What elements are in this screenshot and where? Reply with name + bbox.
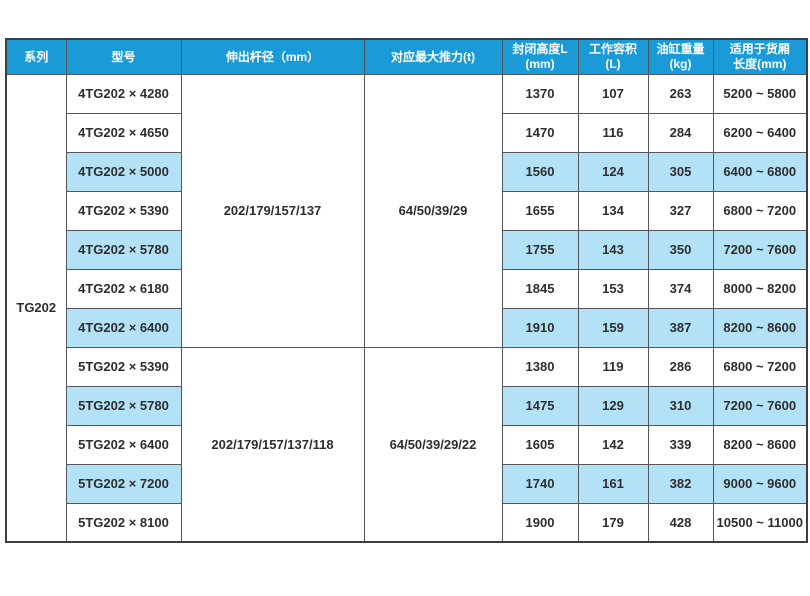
cylinder-weight-cell: 284 (647, 112, 714, 153)
column-header-rod-diameter: 伸出杆径（mm） (180, 38, 365, 75)
cylinder-weight-cell: 428 (647, 502, 714, 543)
closed-height-cell: 1740 (501, 463, 579, 504)
cylinder-weight-cell: 263 (647, 73, 714, 114)
column-header-label: (mm) (525, 56, 555, 71)
column-header-label: 油缸重量(kg) (656, 42, 705, 71)
column-header-cylinder-weight: 油缸重量(kg) (647, 38, 714, 75)
model-cell: 4TG202 × 5390 (65, 190, 182, 231)
model-cell: 4TG202 × 6400 (65, 307, 182, 348)
closed-height-cell: 1605 (501, 424, 579, 465)
column-header-cargo-length: 适用于货厢 长度(mm) (712, 38, 808, 75)
table-row: 5TG202 × 6400 1605 142 339 8200 ~ 8600 (6, 424, 808, 465)
column-header-label: 适用于货厢 (729, 42, 790, 57)
closed-height-cell: 1380 (501, 346, 579, 387)
model-cell: 5TG202 × 7200 (65, 463, 182, 504)
cargo-length-cell: 8200 ~ 8600 (712, 307, 808, 348)
model-cell: 5TG202 × 8100 (65, 502, 182, 543)
cargo-length-cell: 8000 ~ 8200 (712, 268, 808, 309)
cylinder-weight-cell: 374 (647, 268, 714, 309)
model-cell: 4TG202 × 5780 (65, 229, 182, 270)
cylinder-weight-cell: 327 (647, 190, 714, 231)
working-volume-cell: 159 (577, 307, 649, 348)
working-volume-cell: 142 (577, 424, 649, 465)
closed-height-cell: 1910 (501, 307, 579, 348)
table-row: 4TG202 × 6400 1910 159 387 8200 ~ 8600 (6, 307, 808, 348)
cylinder-weight-cell: 310 (647, 385, 714, 426)
rod-diameter-cell: 202/179/157/137/118 (180, 346, 365, 543)
table-body: TG202 4TG202 × 4280 202/179/157/137 64/50/3… (5, 73, 808, 543)
column-header-max-thrust: 对应最大推力(t) (363, 38, 503, 75)
cargo-length-cell: 7200 ~ 7600 (712, 229, 808, 270)
table-row: TG202 4TG202 × 4280 202/179/157/137 64/50/3… (5, 73, 808, 543)
cargo-length-cell: 6800 ~ 7200 (712, 190, 808, 231)
table-row: 4TG202 × 5000 1560 124 305 6400 ~ 6800 (6, 151, 808, 192)
cylinder-weight-cell: 382 (647, 463, 714, 504)
max-thrust-cell: 64/50/39/29/22 (363, 346, 503, 543)
closed-height-cell: 1370 (501, 73, 579, 114)
column-header-label: 封闭高度L (512, 42, 568, 57)
working-volume-cell: 179 (577, 502, 649, 543)
table-row: 4TG202 × 5780 1755 143 350 7200 ~ 7600 (6, 229, 808, 270)
model-cell: 5TG202 × 5390 (65, 346, 182, 387)
cargo-length-cell: 6800 ~ 7200 (712, 346, 808, 387)
column-header-series: 系列 (5, 38, 67, 75)
model-cell: 4TG202 × 4280 (65, 73, 182, 114)
table-row: 4TG202 × 6180 1845 153 374 8000 ~ 8200 (6, 268, 808, 309)
closed-height-cell: 1655 (501, 190, 579, 231)
closed-height-cell: 1560 (501, 151, 579, 192)
working-volume-cell: 161 (577, 463, 649, 504)
table-row: 4TG202 × 4650 1470 116 284 6200 ~ 6400 (6, 112, 808, 153)
series-cell: TG202 (5, 73, 67, 543)
column-header-label: 长度(mm) (733, 56, 787, 71)
column-header-label: 工作容积 (L) (588, 42, 637, 71)
model-cell: 4TG202 × 4650 (65, 112, 182, 153)
max-thrust-cell: 64/50/39/29 (363, 73, 503, 348)
cargo-length-cell: 7200 ~ 7600 (712, 385, 808, 426)
cylinder-weight-cell: 305 (647, 151, 714, 192)
header-row: 系列 型号 伸出杆径（mm） 对应最大推力(t) 封闭高度L (mm) 工作容积 (L) 油缸… (5, 38, 808, 75)
column-header-closed-height: 封闭高度L (mm) (501, 38, 579, 75)
table-row: 5TG202 × 5390 202/179/157/137/118 64/50/39… (6, 346, 808, 543)
cylinder-weight-cell: 350 (647, 229, 714, 270)
closed-height-cell: 1845 (501, 268, 579, 309)
table-row: 4TG202 × 5390 1655 134 327 6800 ~ 7200 (6, 190, 808, 231)
table-row: 5TG202 × 5780 1475 129 310 7200 ~ 7600 (6, 385, 808, 426)
model-cell: 4TG202 × 6180 (65, 268, 182, 309)
cargo-length-cell: 8200 ~ 8600 (712, 424, 808, 465)
table-row: 5TG202 × 8100 1900 179 428 10500 ~ 11000 (6, 502, 808, 543)
column-header-label: 型号 (111, 49, 136, 64)
closed-height-cell: 1475 (501, 385, 579, 426)
column-header-model: 型号 (65, 38, 182, 75)
column-header-label: 系列 (24, 49, 49, 64)
cargo-length-cell: 10500 ~ 11000 (712, 502, 808, 543)
cylinder-weight-cell: 339 (647, 424, 714, 465)
cylinder-weight-cell: 286 (647, 346, 714, 387)
working-volume-cell: 116 (577, 112, 649, 153)
cargo-length-cell: 5200 ~ 5800 (712, 73, 808, 114)
working-volume-cell: 143 (577, 229, 649, 270)
cargo-length-cell: 6200 ~ 6400 (712, 112, 808, 153)
model-cell: 5TG202 × 6400 (65, 424, 182, 465)
column-header-label: 对应最大推力(t) (391, 49, 475, 64)
closed-height-cell: 1900 (501, 502, 579, 543)
table-header: 系列 型号 伸出杆径（mm） 对应最大推力(t) 封闭高度L (mm) 工作容积 (L) 油缸… (5, 38, 808, 75)
closed-height-cell: 1470 (501, 112, 579, 153)
cylinder-weight-cell: 387 (647, 307, 714, 348)
working-volume-cell: 129 (577, 385, 649, 426)
rod-diameter-cell: 202/179/157/137 (180, 73, 365, 348)
spec-table: 系列 型号 伸出杆径（mm） 对应最大推力(t) 封闭高度L (mm) 工作容积 (L) 油缸… (5, 38, 808, 543)
working-volume-cell: 119 (577, 346, 649, 387)
working-volume-cell: 107 (577, 73, 649, 114)
closed-height-cell: 1755 (501, 229, 579, 270)
column-header-working-volume: 工作容积 (L) (577, 38, 649, 75)
working-volume-cell: 153 (577, 268, 649, 309)
working-volume-cell: 124 (577, 151, 649, 192)
cargo-length-cell: 6400 ~ 6800 (712, 151, 808, 192)
model-cell: 5TG202 × 5780 (65, 385, 182, 426)
column-header-label: 伸出杆径（mm） (225, 49, 320, 64)
cargo-length-cell: 9000 ~ 9600 (712, 463, 808, 504)
model-cell: 4TG202 × 5000 (65, 151, 182, 192)
working-volume-cell: 134 (577, 190, 649, 231)
